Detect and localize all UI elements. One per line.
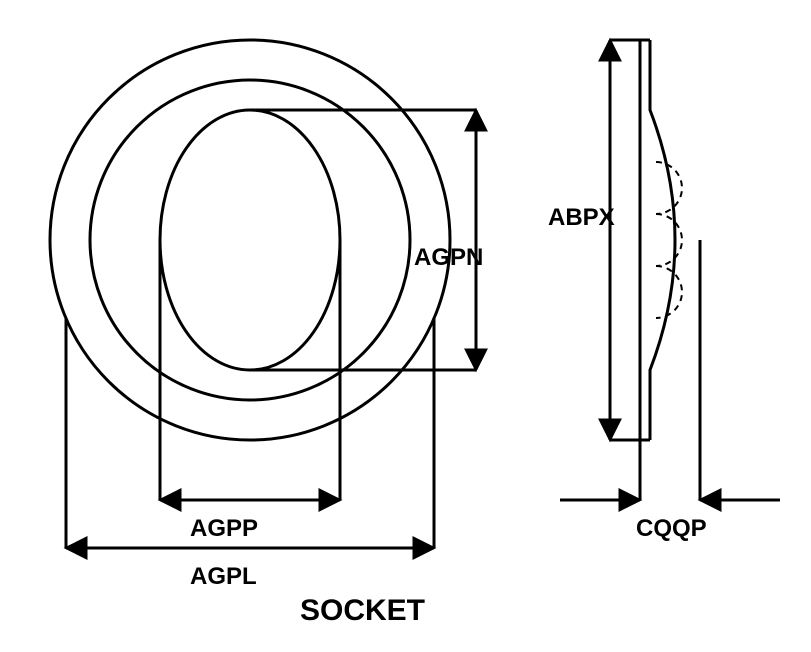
side-scallop (656, 214, 682, 266)
label-AGPN: AGPN (414, 244, 483, 271)
front-middle-circle (90, 80, 410, 400)
label-CQQP: CQQP (636, 515, 707, 542)
front-inner-ellipse (160, 110, 340, 370)
label-AGPP: AGPP (190, 515, 258, 542)
front-outer-circle (50, 40, 450, 440)
label-ABPX: ABPX (548, 204, 615, 231)
diagram-title: SOCKET (300, 594, 425, 627)
side-right-profile (650, 40, 675, 440)
label-AGPL: AGPL (190, 563, 257, 590)
